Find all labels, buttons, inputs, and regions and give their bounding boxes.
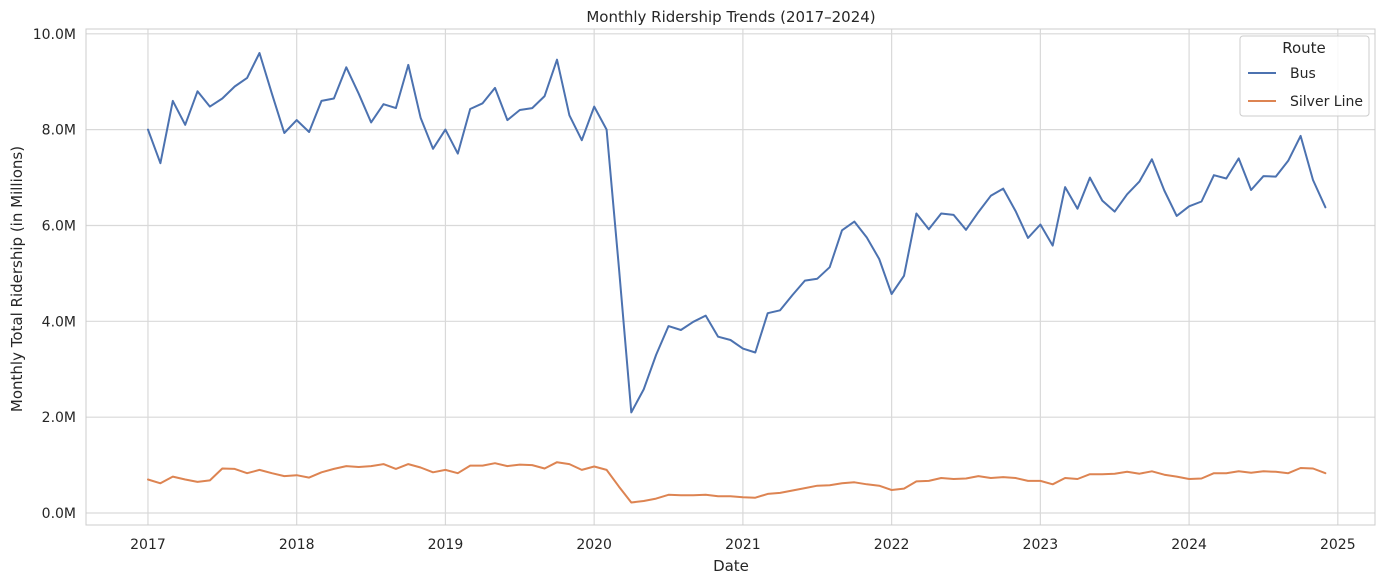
- legend-label-bus: Bus: [1290, 66, 1316, 82]
- chart-title: Monthly Ridership Trends (2017–2024): [586, 8, 875, 26]
- legend-label-silver-line: Silver Line: [1290, 94, 1363, 110]
- x-tick-label: 2018: [279, 537, 315, 553]
- legend-title: Route: [1282, 39, 1326, 57]
- y-tick-label: 6.0M: [42, 218, 76, 234]
- y-axis-label: Monthly Total Ridership (in Millions): [8, 146, 26, 412]
- y-tick-label: 2.0M: [42, 410, 76, 426]
- y-tick-label: 8.0M: [42, 123, 76, 139]
- y-tick-labels: 0.0M 2.0M 4.0M 6.0M 8.0M 10.0M: [33, 27, 76, 522]
- legend-box: [1239, 35, 1370, 117]
- x-gridlines: [147, 29, 1339, 525]
- series-line-silver-line: [147, 461, 1327, 504]
- x-tick-label: 2022: [874, 537, 910, 553]
- x-tick-label: 2017: [130, 537, 166, 553]
- y-tick-label: 10.0M: [33, 27, 76, 43]
- plot-area-frame: [85, 28, 1376, 526]
- x-tick-label: 2023: [1023, 537, 1059, 553]
- x-tick-label: 2025: [1320, 537, 1356, 553]
- series-line-bus: [147, 52, 1327, 414]
- series-lines: [147, 52, 1327, 504]
- legend: Route Bus Silver Line: [1239, 35, 1370, 117]
- x-axis-label: Date: [713, 557, 749, 575]
- x-tick-label: 2021: [725, 537, 761, 553]
- y-tick-label: 4.0M: [42, 314, 76, 330]
- y-gridlines: [86, 33, 1375, 514]
- y-tick-label: 0.0M: [42, 506, 76, 522]
- x-tick-label: 2024: [1171, 537, 1207, 553]
- x-tick-label: 2019: [428, 537, 464, 553]
- x-tick-label: 2020: [576, 537, 612, 553]
- x-tick-labels: 2017 2018 2019 2020 2021 2022 2023 2024 2025: [130, 537, 1355, 553]
